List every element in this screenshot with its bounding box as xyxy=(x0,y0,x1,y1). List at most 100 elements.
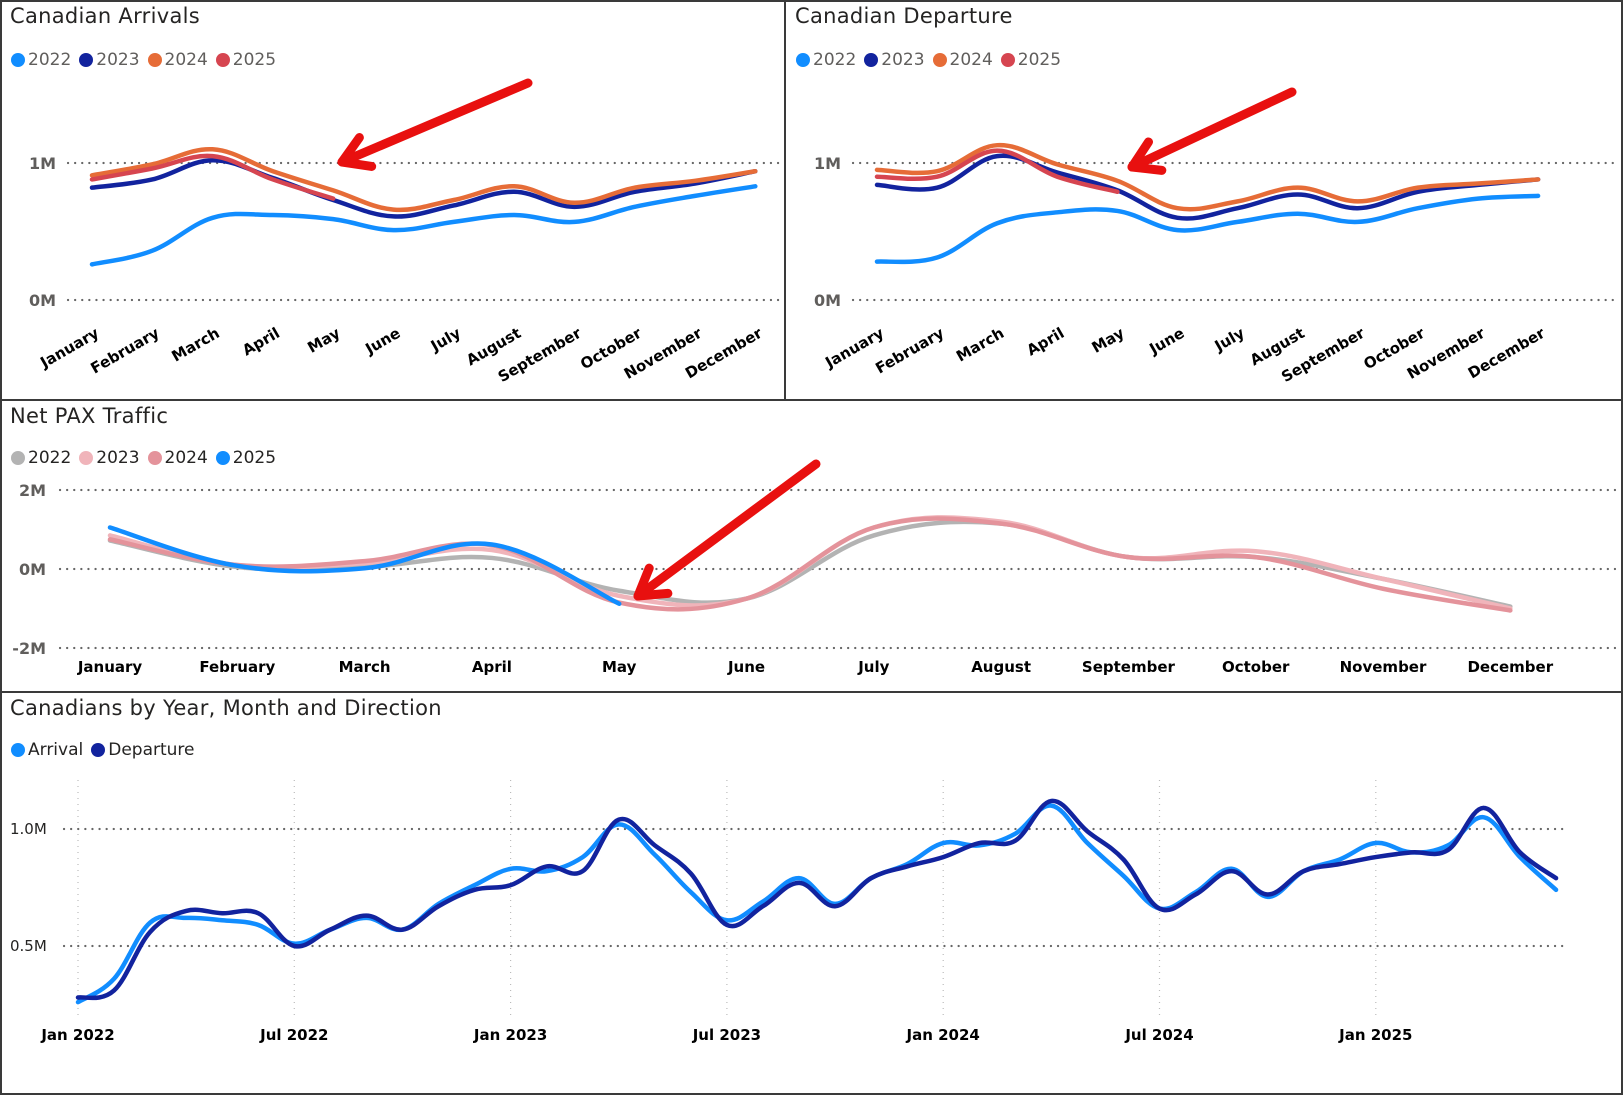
border-left xyxy=(0,0,2,1095)
legend-label: 2022 xyxy=(28,50,72,70)
legend-label: 2022 xyxy=(28,448,72,468)
legend-item-departure[interactable]: Departure xyxy=(91,740,195,760)
departure-y-tick-label: 1M xyxy=(814,154,841,173)
net-y-tick-label: -2M xyxy=(12,639,46,658)
border-bottom xyxy=(0,1093,1623,1095)
arrivals-y-tick-label: 1M xyxy=(29,154,56,173)
arrivals-x-tick-label: April xyxy=(239,324,283,360)
legend-item-2022[interactable]: 2022 xyxy=(11,448,71,468)
net-x-tick-label: December xyxy=(1467,658,1553,676)
arrivals-x-tick-label: May xyxy=(304,324,343,357)
departure-y-tick-label: 0M xyxy=(814,291,841,310)
net-x-tick-label: October xyxy=(1222,658,1290,676)
timeline-x-tick-label: Jul 2022 xyxy=(259,1026,328,1044)
legend-dot-icon xyxy=(79,53,94,67)
legend-item-2023[interactable]: 2023 xyxy=(864,50,925,70)
legend-dot-icon xyxy=(1000,53,1015,67)
legend-label: 2025 xyxy=(232,50,277,70)
divider-row-1 xyxy=(0,399,1623,401)
departure-x-tick-label: June xyxy=(1145,324,1187,359)
legend-dot-icon xyxy=(215,451,230,465)
timeline-panel: Canadians by Year, Month and Direction A… xyxy=(0,692,1623,1095)
divider-vertical xyxy=(784,0,786,400)
legend-dot-icon xyxy=(147,53,162,67)
arrivals-series-2022 xyxy=(89,184,758,267)
net-pax-panel: Net PAX Traffic 2022 2023 2024 2025 xyxy=(0,400,1623,692)
legend-dot-icon xyxy=(91,743,106,757)
legend-label: Departure xyxy=(108,740,195,760)
arrivals-x-tick-label: March xyxy=(169,324,223,366)
legend-item-2025[interactable]: 2025 xyxy=(1000,50,1062,70)
net-pax-annotation-arrow-shaft xyxy=(633,459,821,601)
net-y-tick-label: 2M xyxy=(19,481,46,500)
legend-dot-icon xyxy=(796,53,810,67)
legend-dot-icon xyxy=(147,451,162,465)
legend-item-2023[interactable]: 2023 xyxy=(79,50,140,70)
legend-label: 2024 xyxy=(164,50,208,70)
timeline-y-tick-label: 0.5M xyxy=(10,937,47,955)
legend-item-2025[interactable]: 2025 xyxy=(215,50,277,70)
legend-item-2024[interactable]: 2024 xyxy=(147,448,208,468)
timeline-x-tick-label: Jan 2023 xyxy=(473,1026,547,1044)
net-x-tick-label: June xyxy=(727,658,765,676)
legend-dot-icon xyxy=(11,53,25,67)
departure-x-tick-label: May xyxy=(1089,324,1128,357)
net-series-2024 xyxy=(107,516,1513,613)
legend-label: 2022 xyxy=(813,50,857,70)
timeline-series-Arrival xyxy=(75,803,1559,1005)
departure-series-2024 xyxy=(874,142,1541,212)
departure-x-tick-label: April xyxy=(1024,324,1068,360)
border-right xyxy=(1621,0,1623,1095)
legend-item-2022[interactable]: 2022 xyxy=(11,50,71,70)
net-x-tick-label: April xyxy=(472,658,512,676)
legend-label: 2025 xyxy=(1017,50,1062,70)
legend-item-2025[interactable]: 2025 xyxy=(215,448,277,468)
timeline-x-tick-label: Jan 2022 xyxy=(40,1026,114,1044)
departure-series-2023 xyxy=(874,153,1541,221)
timeline-legend: Arrival Departure xyxy=(11,740,203,760)
arrivals-annotation-arrow-head xyxy=(337,133,377,171)
departure-legend: 2022 2023 2024 2025 xyxy=(796,50,1069,70)
departure-annotation-arrow-head xyxy=(1127,137,1167,175)
net-pax-title: Net PAX Traffic xyxy=(10,404,169,428)
departure-series-2022 xyxy=(874,193,1541,265)
legend-item-2024[interactable]: 2024 xyxy=(932,50,993,70)
timeline-series-Departure xyxy=(75,798,1559,1001)
legend-item-2023[interactable]: 2023 xyxy=(79,448,140,468)
legend-dot-icon xyxy=(79,451,94,465)
arrivals-series-2023 xyxy=(89,158,758,219)
timeline-title: Canadians by Year, Month and Direction xyxy=(10,696,442,720)
departure-annotation-arrow-shaft xyxy=(1127,87,1297,172)
timeline-x-tick-label: Jul 2024 xyxy=(1124,1026,1193,1044)
arrivals-x-tick-label: February xyxy=(88,324,163,378)
net-x-tick-label: November xyxy=(1340,658,1427,676)
timeline-y-tick-label: 1.0M xyxy=(10,820,47,838)
departure-x-tick-label: July xyxy=(1211,324,1248,356)
net-x-tick-label: September xyxy=(1082,658,1176,676)
legend-item-2022[interactable]: 2022 xyxy=(796,50,856,70)
legend-item-2024[interactable]: 2024 xyxy=(147,50,208,70)
departure-x-tick-label: March xyxy=(953,324,1007,366)
legend-label: 2025 xyxy=(232,448,277,468)
net-series-2025 xyxy=(107,525,622,607)
net-pax-annotation-arrow-head xyxy=(633,563,673,601)
timeline-x-tick-label: Jan 2025 xyxy=(1338,1026,1412,1044)
net-x-tick-label: March xyxy=(339,658,391,676)
legend-item-arrival[interactable]: Arrival xyxy=(11,740,83,760)
legend-label: 2023 xyxy=(96,50,140,70)
net-y-tick-label: 0M xyxy=(19,560,46,579)
arrivals-annotation-arrow-shaft xyxy=(337,78,533,167)
arrivals-legend: 2022 2023 2024 2025 xyxy=(11,50,284,70)
timeline-x-tick-label: Jan 2024 xyxy=(906,1026,980,1044)
legend-label: 2024 xyxy=(949,50,993,70)
net-x-tick-label: February xyxy=(199,658,275,676)
arrivals-series-2025 xyxy=(89,153,336,201)
arrivals-series-2024 xyxy=(89,147,758,213)
arrivals-panel: Canadian Arrivals 2022 2023 2024 2025 xyxy=(0,0,785,400)
arrivals-x-tick-label: June xyxy=(361,324,403,359)
arrivals-y-tick-label: 0M xyxy=(29,291,56,310)
legend-label: 2023 xyxy=(881,50,925,70)
legend-dot-icon xyxy=(864,53,879,67)
timeline-x-tick-label: Jul 2023 xyxy=(692,1026,761,1044)
